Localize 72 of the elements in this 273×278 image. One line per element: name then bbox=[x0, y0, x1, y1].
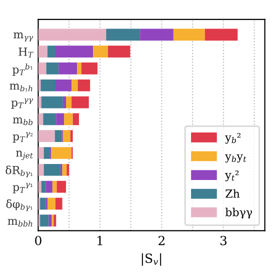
bar bbox=[108, 46, 130, 58]
legend-label: Zh bbox=[226, 189, 240, 198]
bar bbox=[38, 180, 42, 193]
y-tick-label: H$_{T}$ bbox=[18, 48, 34, 58]
y-tick-label: m$_{bb}$ bbox=[12, 117, 33, 126]
bar bbox=[204, 28, 238, 41]
bar bbox=[62, 96, 66, 108]
bar bbox=[46, 180, 52, 193]
bar bbox=[47, 198, 56, 210]
bar bbox=[56, 46, 94, 58]
bar bbox=[54, 130, 62, 142]
bar bbox=[44, 164, 60, 176]
bar bbox=[56, 113, 64, 126]
legend-label: bbγγ bbox=[225, 208, 252, 219]
bar bbox=[46, 62, 59, 74]
bar bbox=[70, 130, 73, 142]
bar bbox=[41, 180, 46, 193]
y-tick-label: m$_{bbh}$ bbox=[8, 218, 32, 227]
bar bbox=[54, 214, 56, 227]
bar bbox=[77, 62, 82, 74]
bar bbox=[51, 147, 72, 159]
legend-label: y$_{t}$² bbox=[225, 170, 239, 182]
bar bbox=[66, 164, 70, 176]
y-tick-label: p$_{T}$$^{γγ}$ bbox=[11, 98, 33, 109]
bar bbox=[106, 28, 140, 41]
y-tick-label: p$_{T}$$^{γ₁}$ bbox=[12, 182, 32, 194]
bar bbox=[38, 147, 44, 159]
bar bbox=[72, 79, 78, 92]
y-tick-label: δR$_{bγ₁}$ bbox=[6, 166, 32, 178]
bar bbox=[38, 164, 44, 176]
bar bbox=[52, 180, 57, 193]
bar bbox=[62, 164, 67, 176]
y-tick-label: m$_{b₁h}$ bbox=[10, 84, 32, 92]
bar bbox=[78, 79, 90, 92]
bar bbox=[173, 28, 205, 41]
bar bbox=[56, 79, 72, 92]
bar bbox=[48, 214, 52, 227]
legend-label: y$_{b}$² bbox=[225, 132, 240, 144]
bar bbox=[38, 46, 48, 58]
x-tick-label: 1 bbox=[98, 236, 102, 246]
bar bbox=[38, 96, 42, 108]
bar bbox=[38, 62, 46, 74]
bar bbox=[40, 214, 49, 227]
bar bbox=[40, 79, 56, 92]
bar bbox=[56, 180, 66, 193]
bar bbox=[140, 28, 174, 41]
bar bbox=[38, 28, 106, 41]
x-tick-label: 0 bbox=[35, 236, 42, 246]
y-tick-label: δφ$_{bγ₁}$ bbox=[6, 199, 32, 212]
bar bbox=[72, 113, 79, 126]
bar bbox=[56, 198, 62, 210]
y-tick-label: n$_{jet}$ bbox=[16, 150, 33, 160]
bar bbox=[38, 130, 55, 142]
bar bbox=[64, 113, 73, 126]
x-axis-title: |S$_{v}$| bbox=[142, 253, 162, 266]
bar bbox=[44, 147, 50, 159]
bar bbox=[62, 130, 70, 142]
bar bbox=[47, 46, 56, 58]
y-tick-label: m$_{γγ}$ bbox=[14, 32, 34, 42]
bar bbox=[43, 113, 56, 126]
bar bbox=[93, 46, 108, 58]
bar bbox=[41, 96, 63, 108]
x-tick-label: 3 bbox=[220, 236, 226, 246]
bar bbox=[40, 198, 46, 210]
legend-label: y$_{b}$y$_{t}$ bbox=[225, 154, 246, 163]
y-tick-label: p$_{T}$$^{b₁}$ bbox=[12, 63, 32, 76]
x-tick-label: 2 bbox=[158, 236, 164, 246]
bar bbox=[58, 62, 78, 74]
bar bbox=[72, 96, 89, 108]
y-tick-label: p$_{T}$$^{γ₂}$ bbox=[12, 132, 33, 143]
bar bbox=[81, 62, 98, 74]
bar bbox=[66, 96, 72, 108]
